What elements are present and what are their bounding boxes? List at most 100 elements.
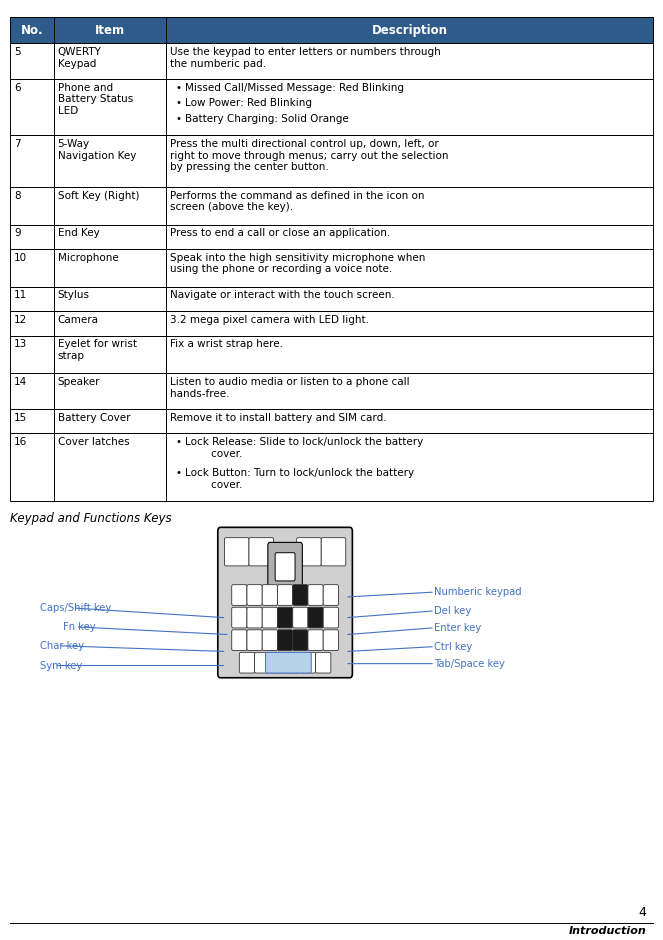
FancyBboxPatch shape: [249, 538, 273, 566]
Text: No.: No.: [21, 24, 43, 37]
Text: •: •: [176, 83, 182, 93]
Text: Low Power: Red Blinking: Low Power: Red Blinking: [185, 99, 312, 108]
Bar: [54, 311, 166, 336]
Text: Missed Call/Missed Message: Red Blinking: Missed Call/Missed Message: Red Blinking: [185, 83, 404, 93]
Text: Soft Key (Right): Soft Key (Right): [58, 191, 139, 201]
Text: Press the multi directional control up, down, left, or
right to move through men: Press the multi directional control up, …: [170, 139, 449, 172]
Text: •: •: [176, 468, 182, 478]
Text: •: •: [176, 99, 182, 108]
FancyBboxPatch shape: [308, 607, 323, 628]
FancyBboxPatch shape: [277, 607, 292, 628]
FancyBboxPatch shape: [265, 652, 312, 673]
FancyBboxPatch shape: [323, 630, 338, 650]
FancyBboxPatch shape: [321, 538, 345, 566]
FancyBboxPatch shape: [262, 585, 277, 605]
Bar: [166, 373, 653, 409]
Text: 9: 9: [14, 228, 21, 239]
FancyBboxPatch shape: [224, 538, 249, 566]
Bar: [166, 43, 653, 79]
FancyBboxPatch shape: [231, 607, 247, 628]
FancyBboxPatch shape: [239, 652, 255, 673]
Text: 5-Way
Navigation Key: 5-Way Navigation Key: [58, 139, 136, 161]
Bar: [54, 43, 166, 79]
Bar: [54, 79, 166, 135]
FancyBboxPatch shape: [217, 527, 353, 678]
Text: 11: 11: [14, 290, 27, 301]
Bar: [10, 225, 54, 249]
Bar: [54, 373, 166, 409]
FancyBboxPatch shape: [268, 542, 302, 591]
Text: Numberic keypad: Numberic keypad: [434, 588, 522, 597]
Text: Del key: Del key: [434, 606, 471, 616]
FancyBboxPatch shape: [292, 630, 308, 650]
FancyBboxPatch shape: [300, 652, 316, 673]
FancyBboxPatch shape: [323, 585, 338, 605]
Text: Press to end a call or close an application.: Press to end a call or close an applicat…: [170, 228, 391, 239]
Text: 15: 15: [14, 413, 27, 423]
Text: 4: 4: [638, 906, 646, 919]
FancyBboxPatch shape: [262, 607, 277, 628]
FancyBboxPatch shape: [270, 652, 285, 673]
Text: Camera: Camera: [58, 315, 99, 325]
Text: Speak into the high sensitivity microphone when
using the phone or recording a v: Speak into the high sensitivity micropho…: [170, 253, 426, 274]
Bar: [166, 187, 653, 225]
Bar: [166, 336, 653, 373]
Bar: [54, 249, 166, 287]
Text: Description: Description: [372, 24, 448, 37]
FancyBboxPatch shape: [255, 652, 270, 673]
Bar: [54, 187, 166, 225]
Text: Lock Button: Turn to lock/unlock the battery
        cover.: Lock Button: Turn to lock/unlock the bat…: [185, 468, 414, 490]
Text: Fn key: Fn key: [63, 622, 95, 632]
FancyBboxPatch shape: [292, 585, 308, 605]
FancyBboxPatch shape: [292, 607, 308, 628]
Text: Listen to audio media or listen to a phone call
hands-free.: Listen to audio media or listen to a pho…: [170, 377, 410, 399]
FancyBboxPatch shape: [308, 585, 323, 605]
Text: 10: 10: [14, 253, 27, 263]
Text: Performs the command as defined in the icon on
screen (above the key).: Performs the command as defined in the i…: [170, 191, 425, 212]
FancyBboxPatch shape: [323, 607, 338, 628]
Text: 12: 12: [14, 315, 27, 325]
Text: Phone and
Battery Status
LED: Phone and Battery Status LED: [58, 83, 133, 116]
Text: •: •: [176, 437, 182, 447]
FancyBboxPatch shape: [262, 630, 277, 650]
Text: Speaker: Speaker: [58, 377, 100, 387]
Text: •: •: [176, 114, 182, 124]
Text: Item: Item: [95, 24, 125, 37]
Bar: [166, 17, 653, 43]
Text: Battery Charging: Solid Orange: Battery Charging: Solid Orange: [185, 114, 349, 124]
Bar: [10, 249, 54, 287]
FancyBboxPatch shape: [275, 553, 295, 581]
Text: Remove it to install battery and SIM card.: Remove it to install battery and SIM car…: [170, 413, 387, 423]
Bar: [54, 409, 166, 433]
Text: Sym key: Sym key: [40, 661, 82, 670]
Bar: [166, 225, 653, 249]
FancyBboxPatch shape: [247, 607, 262, 628]
Text: Microphone: Microphone: [58, 253, 119, 263]
Bar: [54, 336, 166, 373]
FancyBboxPatch shape: [231, 630, 247, 650]
Bar: [54, 287, 166, 311]
Text: 13: 13: [14, 339, 27, 350]
Bar: [166, 79, 653, 135]
Text: 16: 16: [14, 437, 27, 447]
Bar: [10, 311, 54, 336]
Bar: [10, 17, 54, 43]
Text: Lock Release: Slide to lock/unlock the battery
        cover.: Lock Release: Slide to lock/unlock the b…: [185, 437, 423, 459]
Bar: [54, 433, 166, 501]
Text: QWERTY
Keypad: QWERTY Keypad: [58, 47, 101, 69]
Bar: [10, 43, 54, 79]
FancyBboxPatch shape: [277, 585, 292, 605]
Bar: [166, 311, 653, 336]
Text: Eyelet for wrist
strap: Eyelet for wrist strap: [58, 339, 137, 361]
Bar: [10, 135, 54, 187]
Bar: [10, 79, 54, 135]
Text: 6: 6: [14, 83, 21, 93]
Bar: [166, 249, 653, 287]
Text: 8: 8: [14, 191, 21, 201]
Text: Stylus: Stylus: [58, 290, 90, 301]
Bar: [10, 336, 54, 373]
FancyBboxPatch shape: [285, 652, 300, 673]
Bar: [10, 409, 54, 433]
FancyBboxPatch shape: [296, 538, 321, 566]
Bar: [54, 17, 166, 43]
